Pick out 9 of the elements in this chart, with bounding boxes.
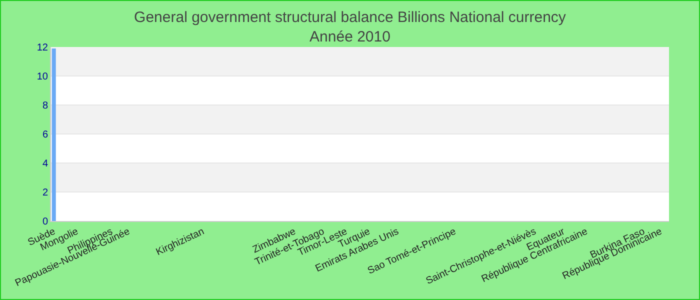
y-tick-label: 6 — [42, 130, 48, 140]
chart-title: General government structural balance Billions National currency — [134, 8, 566, 26]
y-tick-label: 4 — [42, 158, 48, 170]
chart-subtitle: Année 2010 — [310, 28, 390, 46]
y-tick-label: 10 — [36, 72, 48, 82]
y-tick-label: 8 — [42, 100, 48, 112]
y-tick-label: 12 — [36, 42, 48, 54]
y-tick-label: 2 — [42, 188, 48, 198]
y-tick-label: 0 — [42, 216, 48, 228]
